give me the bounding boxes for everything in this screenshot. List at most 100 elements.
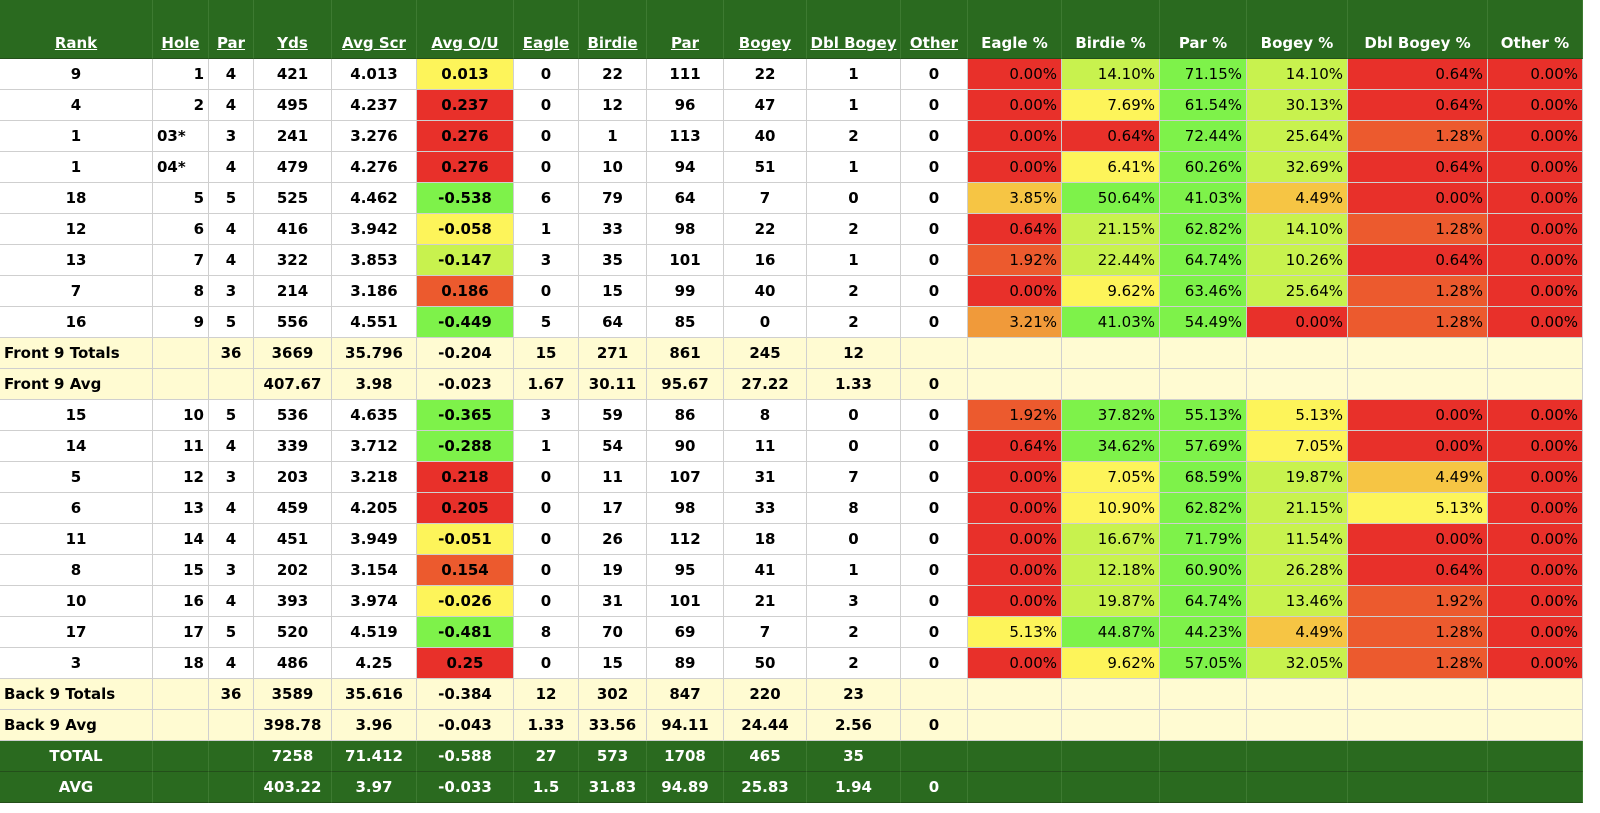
cell-birdie[interactable]: 19 [579, 555, 647, 586]
cell-dbl-bogey[interactable]: 1 [807, 59, 901, 90]
cell-dbl-bogey-pct[interactable]: 0.64% [1348, 90, 1488, 121]
cell-yds[interactable]: 416 [254, 214, 332, 245]
cell-avg-ou[interactable]: -0.023 [417, 369, 514, 400]
cell-birdie[interactable]: 30.11 [579, 369, 647, 400]
cell-bogey-pct[interactable]: 30.13% [1247, 90, 1348, 121]
cell-birdie-pct[interactable]: 0.64% [1062, 121, 1160, 152]
cell-par-pct[interactable]: 64.74% [1160, 245, 1247, 276]
cell-par-pct[interactable]: 71.15% [1160, 59, 1247, 90]
cell-other-pct[interactable]: 0.00% [1488, 152, 1583, 183]
cell-hole[interactable] [153, 369, 209, 400]
cell-par[interactable]: 4 [209, 59, 254, 90]
cell-other[interactable]: 0 [901, 648, 968, 679]
cell-avg-ou[interactable]: 0.013 [417, 59, 514, 90]
cell-avg-ou[interactable]: -0.033 [417, 772, 514, 803]
cell-bogey-pct[interactable] [1247, 741, 1348, 772]
cell-eagle[interactable]: 0 [514, 462, 579, 493]
cell-dbl-bogey[interactable]: 2 [807, 121, 901, 152]
header-avg-scr[interactable]: Avg Scr [332, 28, 417, 59]
cell-rank[interactable]: 17 [0, 617, 153, 648]
cell-eagle-pct[interactable]: 0.64% [968, 214, 1062, 245]
cell-eagle[interactable]: 0 [514, 152, 579, 183]
cell-dbl-bogey-pct[interactable]: 0.64% [1348, 555, 1488, 586]
cell-avg-ou[interactable]: -0.538 [417, 183, 514, 214]
cell-birdie-pct[interactable]: 44.87% [1062, 617, 1160, 648]
cell-bogey-pct[interactable]: 0.00% [1247, 307, 1348, 338]
cell-eagle-pct[interactable]: 0.00% [968, 524, 1062, 555]
cell-par[interactable]: 4 [209, 524, 254, 555]
cell-par-pct[interactable] [1160, 679, 1247, 710]
cell-avg-ou[interactable]: 0.276 [417, 152, 514, 183]
cell-yds[interactable]: 393 [254, 586, 332, 617]
cell-dbl-bogey[interactable]: 35 [807, 741, 901, 772]
cell-rank[interactable]: 12 [0, 214, 153, 245]
cell-dbl-bogey-pct[interactable]: 1.28% [1348, 276, 1488, 307]
cell-eagle-pct[interactable]: 0.00% [968, 276, 1062, 307]
cell-dbl-bogey[interactable]: 8 [807, 493, 901, 524]
cell-par-pct[interactable]: 44.23% [1160, 617, 1247, 648]
cell-yds[interactable]: 241 [254, 121, 332, 152]
cell-dbl-bogey[interactable]: 3 [807, 586, 901, 617]
cell-par[interactable]: 5 [209, 400, 254, 431]
cell-par-pct[interactable]: 60.90% [1160, 555, 1247, 586]
cell-bogey-pct[interactable]: 32.69% [1247, 152, 1348, 183]
cell-birdie-pct[interactable]: 34.62% [1062, 431, 1160, 462]
cell-eagle[interactable]: 0 [514, 276, 579, 307]
cell-dbl-bogey-pct[interactable]: 0.00% [1348, 431, 1488, 462]
cell-bogey[interactable]: 47 [724, 90, 807, 121]
cell-yds[interactable]: 203 [254, 462, 332, 493]
header-dbl-bogey[interactable]: Dbl Bogey [807, 28, 901, 59]
cell-other[interactable]: 0 [901, 462, 968, 493]
cell-other-pct[interactable]: 0.00% [1488, 245, 1583, 276]
cell-avg-scr[interactable]: 4.462 [332, 183, 417, 214]
cell-eagle[interactable]: 8 [514, 617, 579, 648]
cell-other-pct[interactable]: 0.00% [1488, 183, 1583, 214]
cell-rank[interactable]: 16 [0, 307, 153, 338]
cell-yds[interactable]: 451 [254, 524, 332, 555]
cell-avg-scr[interactable]: 4.551 [332, 307, 417, 338]
cell-eagle[interactable]: 1 [514, 431, 579, 462]
cell-par[interactable]: 4 [209, 214, 254, 245]
cell-par-pct[interactable]: 54.49% [1160, 307, 1247, 338]
cell-par[interactable]: 3 [209, 462, 254, 493]
cell-eagle[interactable]: 0 [514, 90, 579, 121]
cell-dbl-bogey-pct[interactable]: 0.00% [1348, 400, 1488, 431]
cell-birdie[interactable]: 64 [579, 307, 647, 338]
cell-par-count[interactable]: 113 [647, 121, 724, 152]
header-birdie-pct[interactable]: Birdie % [1062, 28, 1160, 59]
cell-other-pct[interactable]: 0.00% [1488, 400, 1583, 431]
cell-bogey[interactable]: 27.22 [724, 369, 807, 400]
header-rank[interactable]: Rank [0, 28, 153, 59]
cell-dbl-bogey-pct[interactable]: 5.13% [1348, 493, 1488, 524]
cell-avg-ou[interactable]: 0.205 [417, 493, 514, 524]
cell-yds[interactable]: 486 [254, 648, 332, 679]
cell-dbl-bogey[interactable]: 1.94 [807, 772, 901, 803]
cell-avg-ou[interactable]: -0.058 [417, 214, 514, 245]
cell-avg-ou[interactable]: 0.276 [417, 121, 514, 152]
cell-bogey[interactable]: 24.44 [724, 710, 807, 741]
cell-par-pct[interactable]: 72.44% [1160, 121, 1247, 152]
cell-eagle[interactable]: 3 [514, 400, 579, 431]
cell-bogey-pct[interactable]: 19.87% [1247, 462, 1348, 493]
cell-dbl-bogey-pct[interactable] [1348, 710, 1488, 741]
cell-other-pct[interactable]: 0.00% [1488, 90, 1583, 121]
cell-other[interactable]: 0 [901, 90, 968, 121]
cell-other[interactable] [901, 338, 968, 369]
cell-dbl-bogey-pct[interactable]: 0.64% [1348, 59, 1488, 90]
cell-rank[interactable]: 1 [0, 121, 153, 152]
cell-yds[interactable]: 525 [254, 183, 332, 214]
cell-par-pct[interactable]: 61.54% [1160, 90, 1247, 121]
cell-bogey[interactable]: 220 [724, 679, 807, 710]
cell-birdie-pct[interactable] [1062, 369, 1160, 400]
cell-birdie-pct[interactable]: 14.10% [1062, 59, 1160, 90]
cell-rank[interactable]: 9 [0, 59, 153, 90]
cell-other-pct[interactable]: 0.00% [1488, 617, 1583, 648]
cell-eagle-pct[interactable]: 0.00% [968, 493, 1062, 524]
cell-avg-scr[interactable]: 4.519 [332, 617, 417, 648]
cell-eagle[interactable]: 0 [514, 59, 579, 90]
cell-eagle[interactable]: 3 [514, 245, 579, 276]
cell-bogey[interactable]: 0 [724, 307, 807, 338]
cell-dbl-bogey-pct[interactable]: 1.28% [1348, 617, 1488, 648]
cell-yds[interactable]: 214 [254, 276, 332, 307]
cell-birdie[interactable]: 33 [579, 214, 647, 245]
